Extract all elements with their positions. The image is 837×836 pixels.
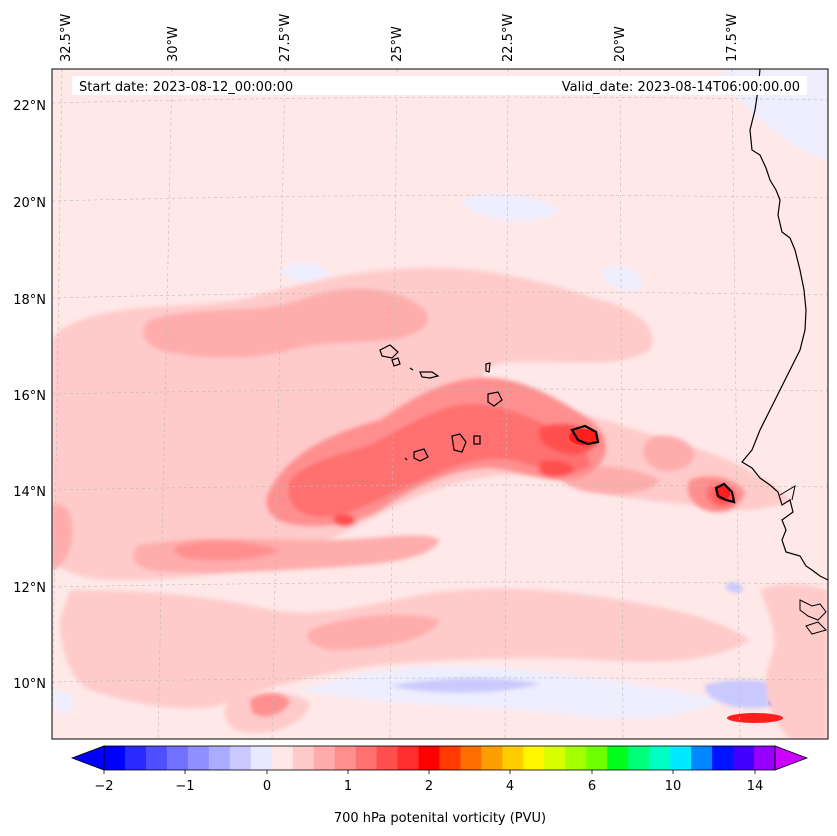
colorbar-cells (104, 746, 776, 770)
colorbar-cell (481, 746, 504, 770)
lon-label: 20°W (613, 26, 628, 62)
colorbar-cell (418, 746, 441, 770)
latitude-labels: 22°N 20°N 18°N 16°N 14°N 12°N 10°N (13, 99, 46, 692)
colorbar-cell (376, 746, 399, 770)
colorbar-cell (607, 746, 629, 770)
colorbar-cell (104, 746, 126, 770)
map-frame (51, 68, 829, 740)
lat-label: 10°N (13, 677, 46, 692)
colorbar-cell (397, 746, 420, 770)
colorbar-cell (628, 746, 650, 770)
header-box (72, 76, 807, 95)
colorbar-under-triangle (70, 745, 105, 771)
lat-label: 20°N (13, 196, 46, 211)
colorbar-tick-labels: −2 −1 0 1 2 4 6 10 14 (94, 779, 763, 794)
colorbar-cell (271, 746, 294, 770)
graticule (52, 69, 828, 739)
cb-tick-label: 4 (506, 779, 514, 794)
colorbar-cell (229, 746, 252, 770)
colorbar-cell (292, 746, 315, 770)
colorbar-cell (544, 746, 566, 770)
lon-label: 32.5°W (59, 14, 74, 62)
lon-label: 17.5°W (725, 14, 740, 62)
colorbar-cell (523, 746, 545, 770)
colorbar-cell (670, 746, 692, 770)
colorbar-cell (586, 746, 608, 770)
colorbar-over-triangle (774, 745, 809, 771)
colorbar-outline (103, 745, 776, 771)
lat-label: 12°N (13, 581, 46, 596)
colorbar-cell (208, 746, 231, 770)
colorbar-cell (334, 746, 357, 770)
lat-label: 18°N (13, 293, 46, 308)
colorbar-cell (313, 746, 336, 770)
cb-tick-label: 14 (747, 779, 764, 794)
lat-label: 22°N (13, 99, 46, 114)
colorbar-cell (250, 746, 273, 770)
colorbar-ticks (103, 770, 756, 774)
lat-label: 16°N (13, 389, 46, 404)
lat-label: 14°N (13, 485, 46, 500)
colorbar-cell (166, 746, 189, 770)
colorbar-cell (712, 746, 734, 770)
lon-label: 27.5°W (278, 14, 293, 62)
colorbar-cell (754, 746, 776, 770)
colorbar-cell (649, 746, 671, 770)
colorbar-label: 700 hPa potenital vorticity (PVU) (334, 811, 546, 826)
cb-tick-label: 2 (425, 779, 433, 794)
cb-tick-label: 10 (665, 779, 682, 794)
lon-label: 30°W (166, 26, 181, 62)
colorbar: −2 −1 0 1 2 4 6 10 14 700 hPa potenital … (70, 745, 809, 826)
guinea-coast (799, 599, 827, 635)
cape-verde-islands (379, 344, 736, 504)
valid-date-label: Valid_date: 2023-08-14T06:00:00.00 (562, 80, 800, 95)
colorbar-cell (733, 746, 755, 770)
start-date-label: Start date: 2023-08-12_00:00:00 (79, 80, 293, 95)
lon-label: 25°W (390, 26, 405, 62)
pv-level-6 (569, 429, 783, 723)
cb-tick-label: 0 (263, 779, 271, 794)
colorbar-cell (460, 746, 483, 770)
longitude-labels: 32.5°W 30°W 27.5°W 25°W 22.5°W 20°W 17.5… (59, 14, 740, 62)
colorbar-cell (187, 746, 210, 770)
colorbar-cell (124, 746, 147, 770)
map-panel (52, 69, 828, 739)
lon-label: 22.5°W (501, 14, 516, 62)
colorbar-cell (355, 746, 378, 770)
colorbar-cell (502, 746, 524, 770)
colorbar-cell (565, 746, 587, 770)
colorbar-cell (439, 746, 462, 770)
cb-tick-label: 6 (588, 779, 596, 794)
cb-tick-label: −1 (175, 779, 194, 794)
cb-tick-label: 1 (344, 779, 352, 794)
pv-level-2 (52, 288, 695, 650)
colorbar-cell (145, 746, 168, 770)
gambia-river (779, 484, 796, 501)
africa-coastline (741, 69, 828, 581)
cb-tick-label: −2 (94, 779, 113, 794)
colorbar-cell (691, 746, 713, 770)
